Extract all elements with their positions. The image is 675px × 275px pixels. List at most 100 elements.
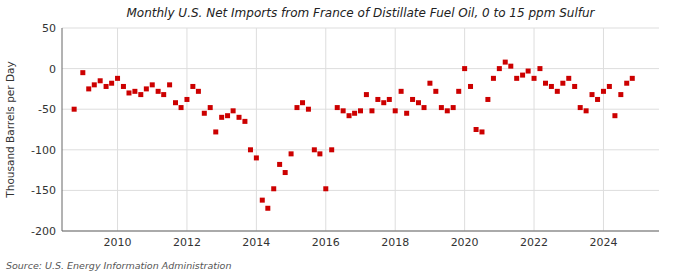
point bbox=[294, 105, 299, 110]
point bbox=[491, 76, 496, 81]
point bbox=[555, 89, 560, 94]
y-grid-line bbox=[62, 190, 659, 191]
point bbox=[537, 66, 542, 71]
y-axis-line bbox=[62, 28, 63, 231]
point bbox=[300, 100, 305, 105]
point bbox=[439, 105, 444, 110]
point bbox=[543, 81, 548, 86]
point bbox=[474, 127, 479, 132]
point bbox=[86, 86, 91, 91]
x-grid-line bbox=[325, 28, 326, 231]
point bbox=[427, 81, 432, 86]
grid bbox=[62, 28, 659, 231]
point bbox=[184, 97, 189, 102]
y-grid-line bbox=[62, 149, 659, 150]
x-axis-line bbox=[62, 231, 659, 232]
point bbox=[115, 76, 120, 81]
point bbox=[572, 84, 577, 89]
point bbox=[231, 108, 236, 113]
x-grid-line bbox=[256, 28, 257, 231]
point bbox=[520, 73, 525, 78]
point bbox=[312, 147, 317, 152]
point bbox=[485, 97, 490, 102]
point bbox=[508, 64, 513, 69]
point bbox=[317, 151, 322, 156]
point bbox=[341, 108, 346, 113]
point bbox=[156, 89, 161, 94]
x-tick-label: 2024 bbox=[589, 236, 617, 249]
point bbox=[584, 108, 589, 113]
point bbox=[289, 151, 294, 156]
point bbox=[254, 155, 259, 160]
point bbox=[104, 84, 109, 89]
point bbox=[618, 92, 623, 97]
point bbox=[497, 66, 502, 71]
point bbox=[381, 100, 386, 105]
point bbox=[329, 147, 334, 152]
point bbox=[399, 89, 404, 94]
point bbox=[98, 78, 103, 83]
point bbox=[410, 97, 415, 102]
point bbox=[451, 105, 456, 110]
point bbox=[624, 81, 629, 86]
point bbox=[150, 82, 155, 87]
x-grid-line bbox=[603, 28, 604, 231]
point bbox=[514, 76, 519, 81]
point bbox=[202, 111, 207, 116]
x-tick-label: 2012 bbox=[173, 236, 201, 249]
point bbox=[607, 84, 612, 89]
point bbox=[560, 81, 565, 86]
point bbox=[277, 162, 282, 167]
chart: Monthly U.S. Net Imports from France of … bbox=[0, 0, 675, 275]
x-tick-label: 2010 bbox=[104, 236, 132, 249]
y-axis-label: Thousand Barrels per Day bbox=[4, 61, 16, 198]
point bbox=[347, 113, 352, 118]
points bbox=[72, 60, 635, 211]
point bbox=[92, 82, 97, 87]
y-tick-label: 50 bbox=[42, 22, 56, 35]
source-note: Source: U.S. Energy Information Administ… bbox=[6, 260, 231, 271]
x-grid-line bbox=[186, 28, 187, 231]
point bbox=[601, 89, 606, 94]
x-grid-line bbox=[534, 28, 535, 231]
point bbox=[468, 84, 473, 89]
point bbox=[335, 105, 340, 110]
point bbox=[219, 115, 224, 120]
point bbox=[358, 108, 363, 113]
point bbox=[526, 69, 531, 74]
x-tick-label: 2016 bbox=[312, 236, 340, 249]
point bbox=[126, 90, 131, 95]
point bbox=[612, 113, 617, 118]
point bbox=[248, 147, 253, 152]
y-tick-label: -150 bbox=[31, 184, 56, 197]
point bbox=[323, 186, 328, 191]
point bbox=[456, 89, 461, 94]
x-grid-line bbox=[117, 28, 118, 231]
point bbox=[375, 97, 380, 102]
y-tick-label: -100 bbox=[31, 144, 56, 157]
point bbox=[121, 84, 126, 89]
point bbox=[242, 119, 247, 124]
y-tick-label: 0 bbox=[49, 63, 56, 76]
point bbox=[80, 70, 85, 75]
point bbox=[532, 76, 537, 81]
point bbox=[364, 92, 369, 97]
point bbox=[109, 81, 114, 86]
point bbox=[387, 97, 392, 102]
x-tick-label: 2018 bbox=[381, 236, 409, 249]
point bbox=[213, 129, 218, 134]
point bbox=[196, 89, 201, 94]
point bbox=[369, 108, 374, 113]
point bbox=[208, 105, 213, 110]
x-tick-label: 2022 bbox=[520, 236, 548, 249]
point bbox=[283, 170, 288, 175]
y-tick-label: -50 bbox=[38, 103, 56, 116]
point bbox=[173, 100, 178, 105]
point bbox=[590, 92, 595, 97]
point bbox=[445, 108, 450, 113]
title: Monthly U.S. Net Imports from France of … bbox=[127, 6, 596, 20]
point bbox=[352, 111, 357, 116]
y-grid-line bbox=[62, 68, 659, 69]
point bbox=[179, 105, 184, 110]
point bbox=[630, 76, 635, 81]
